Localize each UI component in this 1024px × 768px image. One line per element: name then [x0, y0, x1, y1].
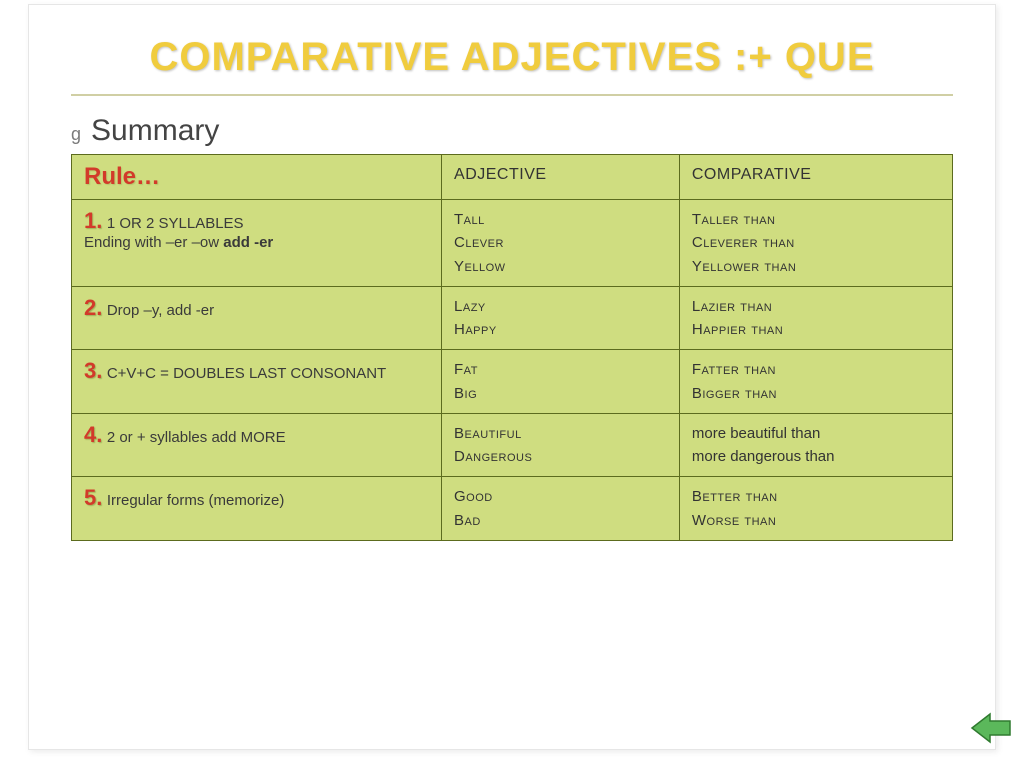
rule-cell: 2. Drop –y, add -er	[72, 286, 442, 350]
header-adj-label: ADJECTIVE	[454, 166, 547, 183]
table-row: 2. Drop –y, add -er Lazy Happy Lazier th…	[72, 286, 953, 350]
adj-line: Yellow	[454, 258, 506, 275]
comp-cell: Better than Worse than	[679, 477, 952, 541]
rule-cell: 3. C+V+C = DOUBLES LAST CONSONANT	[72, 350, 442, 414]
adj-line: Beautiful	[454, 425, 522, 442]
header-rule-cell: Rule…	[72, 155, 442, 200]
arrow-shape	[972, 714, 1010, 742]
rule-desc-text: Drop –y, add -er	[107, 302, 214, 319]
adj-cell: Beautiful Dangerous	[442, 413, 680, 477]
comp-line: more beautiful than	[692, 425, 820, 442]
comp-line: Fatter than	[692, 361, 776, 378]
table-header-row: Rule… ADJECTIVE COMPARATIVE	[72, 155, 953, 200]
comp-line: Happier than	[692, 321, 783, 338]
comp-cell: Lazier than Happier than	[679, 286, 952, 350]
header-adj-cell: ADJECTIVE	[442, 155, 680, 200]
rule-cell: 4. 2 or + syllables add MORE	[72, 413, 442, 477]
comp-cell: Fatter than Bigger than	[679, 350, 952, 414]
rule-desc-text: C+V+C = DOUBLES LAST CONSONANT	[107, 365, 386, 382]
comp-line: Lazier than	[692, 298, 772, 315]
rule-desc-bold: add -er	[223, 234, 273, 251]
rule-desc-text: 2 or + syllables add MORE	[107, 429, 286, 446]
comp-line: Better than	[692, 488, 778, 505]
comp-line: Yellower than	[692, 258, 796, 275]
summary-text: Summary	[91, 114, 219, 148]
rule-number: 5.	[84, 485, 102, 510]
comp-line: Worse than	[692, 512, 776, 529]
slide-frame: COMPARATIVE ADJECTIVES :+ QUE g Summary …	[28, 4, 996, 750]
adj-cell: Fat Big	[442, 350, 680, 414]
header-rule-label: Rule…	[84, 163, 160, 190]
table-row: 4. 2 or + syllables add MORE Beautiful D…	[72, 413, 953, 477]
rule-number: 4.	[84, 422, 102, 447]
adj-line: Tall	[454, 211, 485, 228]
table-row: 3. C+V+C = DOUBLES LAST CONSONANT Fat Bi…	[72, 350, 953, 414]
rule-desc-text: Irregular forms (memorize)	[107, 492, 285, 509]
adj-cell: Good Bad	[442, 477, 680, 541]
summary-row: g Summary	[71, 114, 953, 148]
adj-line: Clever	[454, 234, 504, 251]
comp-line: Bigger than	[692, 385, 777, 402]
header-comp-cell: COMPARATIVE	[679, 155, 952, 200]
rule-number: 1.	[84, 208, 102, 233]
rule-number: 2.	[84, 295, 102, 320]
adj-line: Happy	[454, 321, 497, 338]
slide-title: COMPARATIVE ADJECTIVES :+ QUE	[71, 33, 953, 94]
adj-cell: Lazy Happy	[442, 286, 680, 350]
rule-desc-text: Ending with –er –ow	[84, 234, 223, 251]
adj-line: Lazy	[454, 298, 486, 315]
adj-line: Bad	[454, 512, 481, 529]
summary-prefix: g	[71, 124, 81, 145]
rules-table: Rule… ADJECTIVE COMPARATIVE 1. 1 OR 2 SY…	[71, 154, 953, 541]
header-comp-label: COMPARATIVE	[692, 166, 812, 183]
rule-cell: 1. 1 OR 2 SYLLABLES Ending with –er –ow …	[72, 200, 442, 287]
table-row: 1. 1 OR 2 SYLLABLES Ending with –er –ow …	[72, 200, 953, 287]
adj-cell: Tall Clever Yellow	[442, 200, 680, 287]
rule-number: 3.	[84, 358, 102, 383]
adj-line: Fat	[454, 361, 478, 378]
adj-line: Good	[454, 488, 493, 505]
comp-cell: more beautiful than more dangerous than	[679, 413, 952, 477]
rule-desc-caps: 1 OR 2 SYLLABLES	[107, 215, 244, 232]
back-button[interactable]	[970, 710, 1012, 746]
comp-cell: Taller than Cleverer than Yellower than	[679, 200, 952, 287]
title-divider	[71, 94, 953, 96]
comp-line: Taller than	[692, 211, 776, 228]
table-row: 5. Irregular forms (memorize) Good Bad B…	[72, 477, 953, 541]
rule-cell: 5. Irregular forms (memorize)	[72, 477, 442, 541]
comp-line: more dangerous than	[692, 448, 835, 465]
comp-line: Cleverer than	[692, 234, 795, 251]
arrow-left-icon	[970, 710, 1012, 746]
adj-line: Dangerous	[454, 448, 532, 465]
adj-line: Big	[454, 385, 477, 402]
